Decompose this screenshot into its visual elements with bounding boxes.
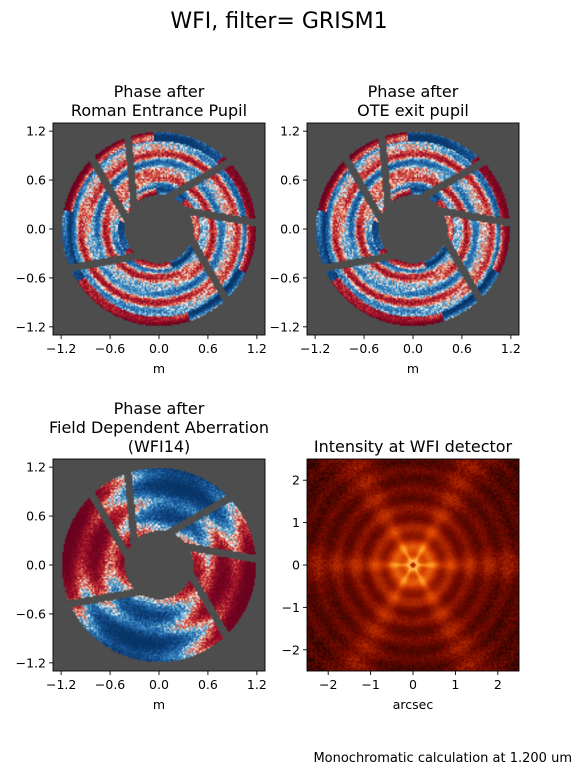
x-tick-label: −1.2 bbox=[46, 341, 76, 356]
heatmap-image-3 bbox=[307, 459, 519, 671]
heatmap-image-1 bbox=[307, 123, 519, 335]
footnote: Monochromatic calculation at 1.200 um bbox=[313, 751, 572, 766]
panel-title-line: Phase after bbox=[368, 82, 459, 101]
x-tick-label: 0.0 bbox=[149, 677, 169, 692]
x-axis-label: arcsec bbox=[393, 697, 434, 712]
y-tick-label: 0.6 bbox=[280, 173, 300, 188]
x-tick-label: 2 bbox=[494, 677, 502, 692]
panel-title-line: Intensity at WFI detector bbox=[314, 437, 513, 456]
panel-title-line: Field Dependent Aberration bbox=[49, 418, 269, 437]
y-tick-label: 0.0 bbox=[26, 222, 46, 237]
y-tick-label: 0.0 bbox=[280, 222, 300, 237]
x-tick-label: 0.0 bbox=[149, 341, 169, 356]
y-tick-label: −1.2 bbox=[270, 319, 300, 334]
y-tick-label: −2 bbox=[282, 642, 300, 657]
y-tick-label: 1 bbox=[292, 515, 300, 530]
heatmap-image-2 bbox=[53, 459, 265, 671]
panel-title-line: Phase after bbox=[114, 82, 205, 101]
y-tick-label: −1.2 bbox=[16, 319, 46, 334]
y-tick-label: 0.6 bbox=[26, 173, 46, 188]
heatmap-image-0 bbox=[53, 123, 265, 335]
x-tick-label: −2 bbox=[319, 677, 337, 692]
x-axis-label: m bbox=[153, 361, 165, 376]
x-tick-label: 1.2 bbox=[247, 677, 267, 692]
x-axis-label: m bbox=[407, 361, 419, 376]
x-tick-label: −1.2 bbox=[46, 677, 76, 692]
y-tick-label: 2 bbox=[292, 473, 300, 488]
x-tick-label: 1 bbox=[451, 677, 459, 692]
y-tick-label: −0.6 bbox=[16, 606, 46, 621]
x-axis-label: m bbox=[153, 697, 165, 712]
y-tick-label: −0.6 bbox=[16, 270, 46, 285]
panel-title-line: (WFI14) bbox=[128, 437, 191, 456]
x-tick-label: −1.2 bbox=[300, 341, 330, 356]
x-tick-label: 0 bbox=[409, 677, 417, 692]
y-tick-label: −1 bbox=[282, 600, 300, 615]
panel-title-line: Roman Entrance Pupil bbox=[71, 101, 247, 120]
x-tick-label: 0.6 bbox=[452, 341, 472, 356]
x-tick-label: 0.6 bbox=[198, 677, 218, 692]
x-tick-label: 1.2 bbox=[247, 341, 267, 356]
panel-roman-entrance-pupil: −1.2 −0.6 0.0 0.6 1.2 −1.2 −0.6 0.0 0.6 1.2 m Phase… bbox=[16, 82, 267, 376]
y-tick-label: 1.2 bbox=[26, 124, 46, 139]
y-tick-label: −0.6 bbox=[270, 270, 300, 285]
panel-ote-exit-pupil: −1.2 −0.6 0.0 0.6 1.2 −1.2 −0.6 0.0 0.6 1.2 m Phase… bbox=[270, 82, 521, 376]
figure-title: WFI, filter= GRISM1 bbox=[170, 9, 387, 34]
x-tick-label: −0.6 bbox=[95, 341, 125, 356]
y-tick-label: −1.2 bbox=[16, 655, 46, 670]
y-tick-label: 0 bbox=[292, 558, 300, 573]
panel-intensity-wfi-detector: −2 −1 0 1 2 −2 −1 0 1 2 arcsec Intensity at WFI det… bbox=[282, 437, 520, 712]
panel-field-dependent-aberration: −1.2 −0.6 0.0 0.6 1.2 −1.2 −0.6 0.0 0.6 1.2 m Phase… bbox=[16, 399, 269, 712]
y-tick-label: 0.0 bbox=[26, 558, 46, 573]
x-tick-label: −1 bbox=[361, 677, 379, 692]
x-tick-label: 0.0 bbox=[403, 341, 423, 356]
x-tick-label: 0.6 bbox=[198, 341, 218, 356]
y-tick-label: 0.6 bbox=[26, 509, 46, 524]
y-tick-label: 1.2 bbox=[26, 460, 46, 475]
x-tick-label: −0.6 bbox=[95, 677, 125, 692]
y-tick-label: 1.2 bbox=[280, 124, 300, 139]
x-tick-label: −0.6 bbox=[349, 341, 379, 356]
x-tick-label: 1.2 bbox=[501, 341, 521, 356]
panel-title-line: Phase after bbox=[114, 399, 205, 418]
panel-title-line: OTE exit pupil bbox=[357, 101, 469, 120]
